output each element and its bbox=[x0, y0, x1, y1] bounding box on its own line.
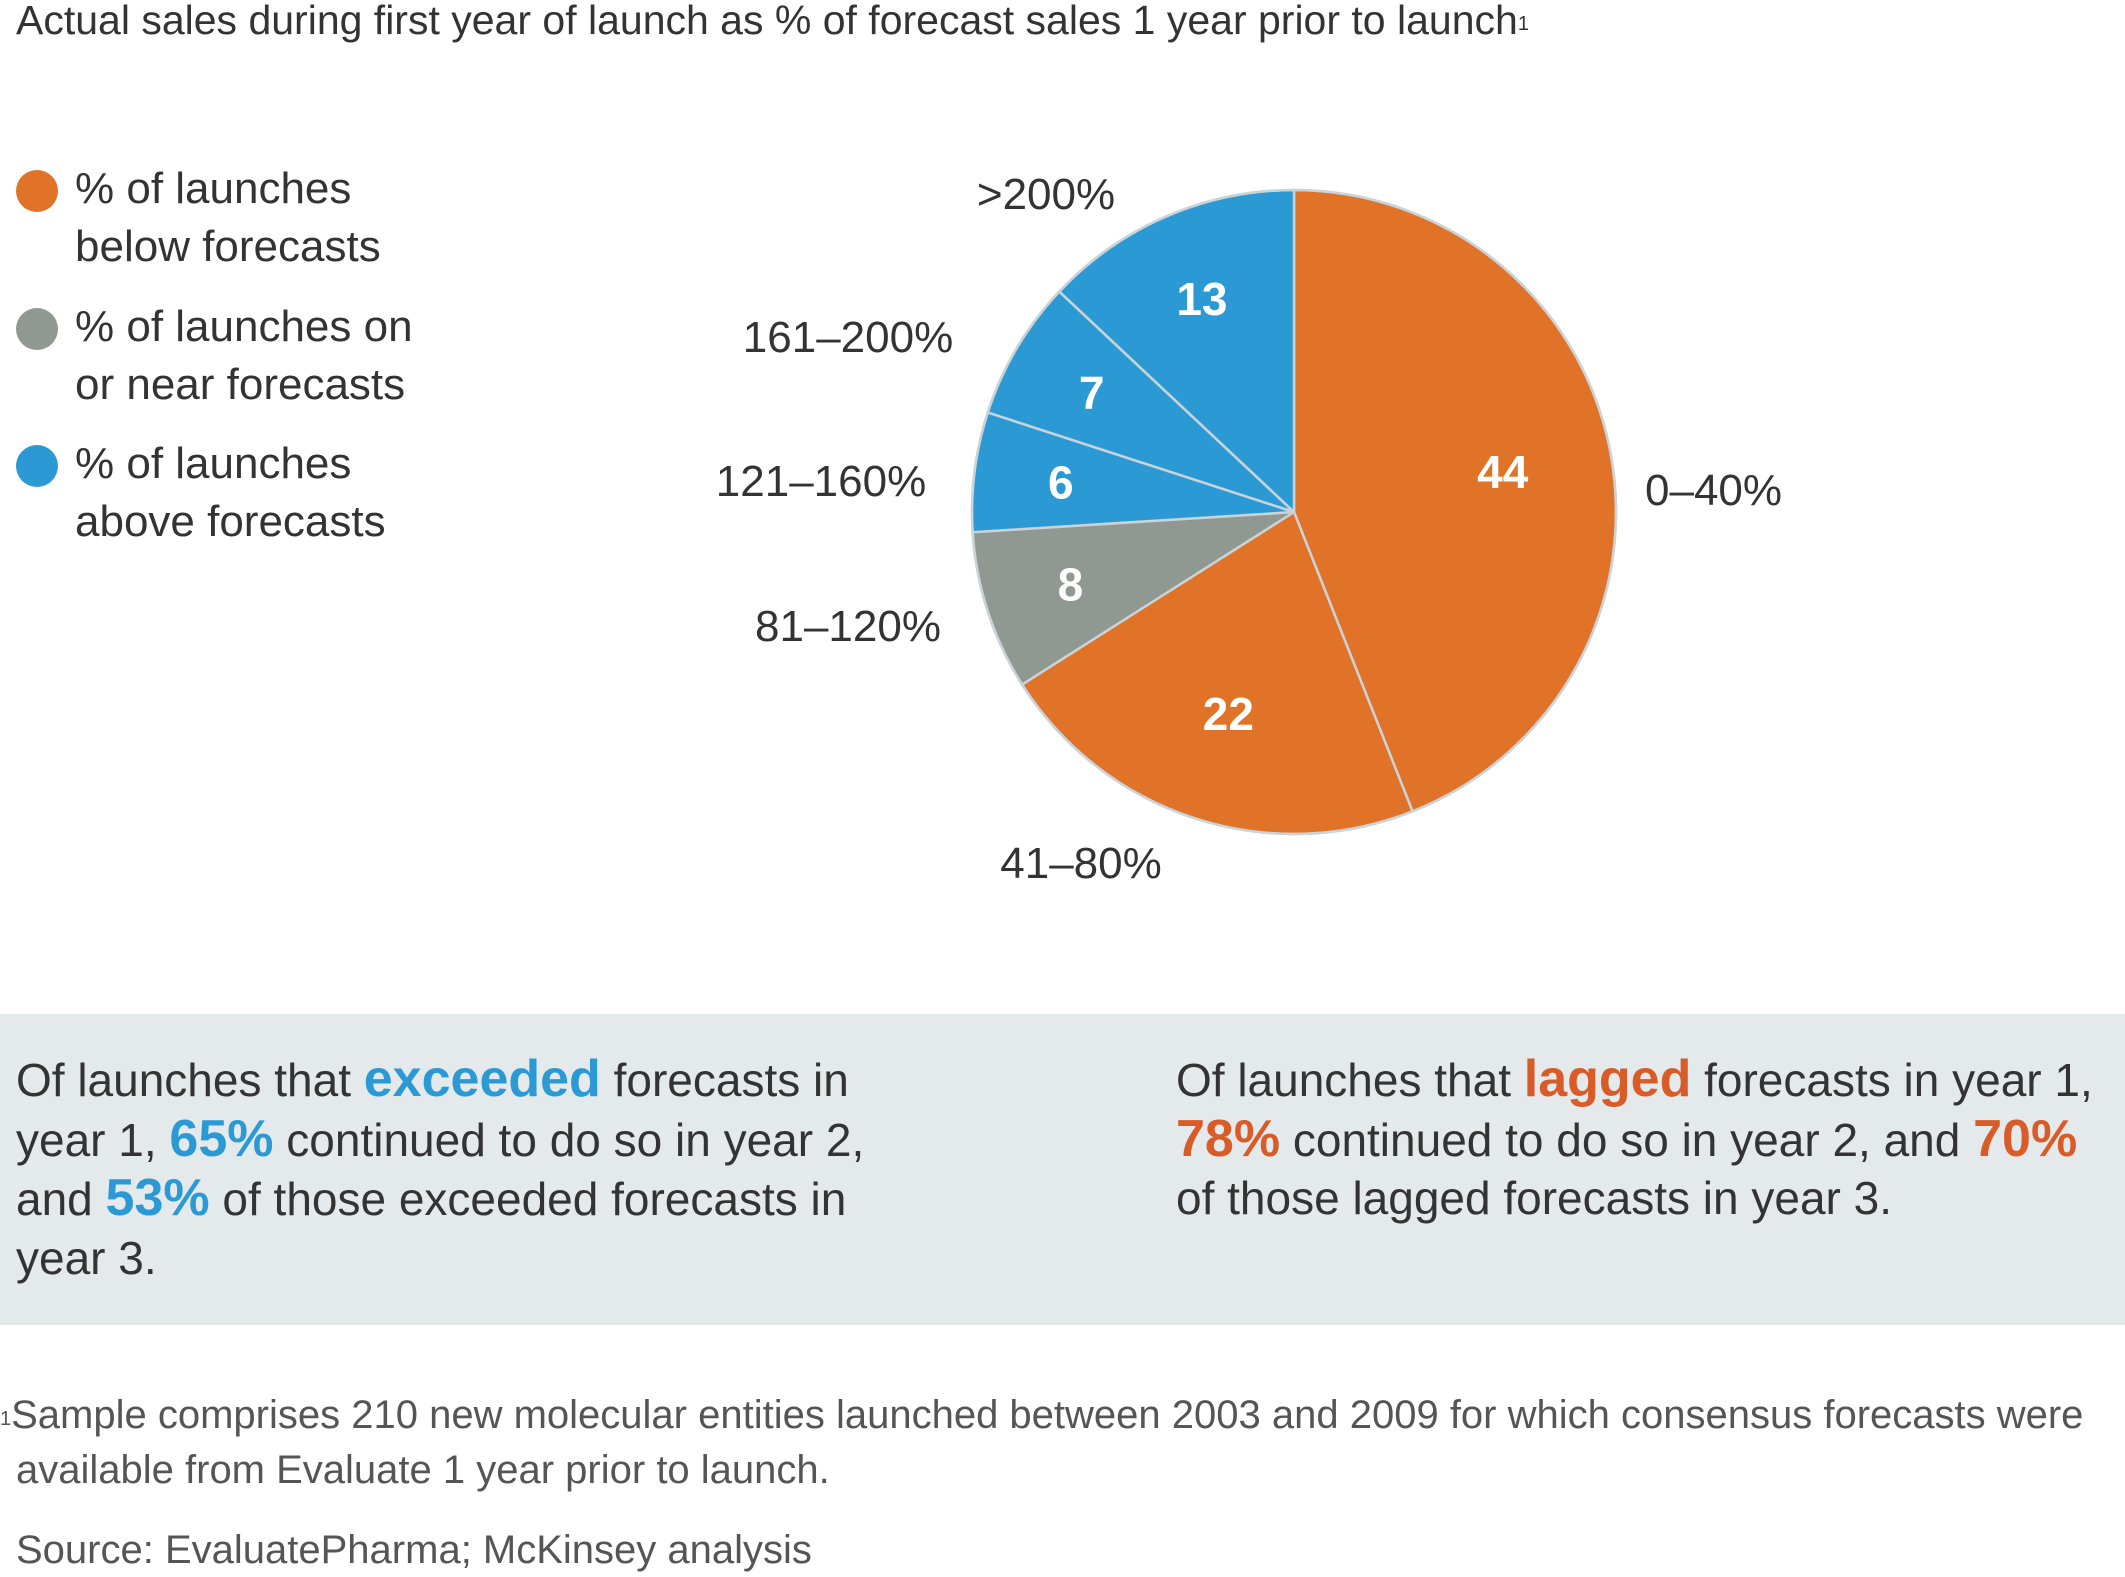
chart-title-text: Actual sales during first year of launch… bbox=[16, 0, 1518, 43]
pie-value-label: 8 bbox=[1058, 559, 1084, 611]
pie-outline bbox=[970, 188, 1618, 836]
pie-value-label: 22 bbox=[1203, 688, 1254, 740]
callout-text: forecasts in year 1, bbox=[1691, 1054, 2093, 1106]
callout-text: of those exceeded forecasts in year 3. bbox=[16, 1173, 847, 1284]
chart-title: Actual sales during first year of launch… bbox=[16, 0, 1529, 46]
callout-text: of those lagged forecasts in year 3. bbox=[1176, 1172, 1892, 1224]
legend-label-line: % of launches bbox=[75, 439, 352, 488]
callout-text: Of launches that bbox=[1176, 1054, 1524, 1106]
callout-highlight-53: 53% bbox=[105, 1169, 210, 1227]
callout-highlight-65: 65% bbox=[169, 1109, 274, 1168]
pie-value-label: 7 bbox=[1079, 366, 1105, 418]
legend-label-near: % of launches on or near forecasts bbox=[75, 298, 413, 414]
legend-label-line: % of launches bbox=[75, 164, 352, 213]
pie-category-label: 81–120% bbox=[755, 602, 941, 651]
pie-category-label: 0–40% bbox=[1645, 466, 1782, 515]
legend-label-line: above forecasts bbox=[75, 497, 386, 546]
legend-dot-below-icon bbox=[16, 170, 58, 212]
pie-category-label: 161–200% bbox=[743, 313, 953, 362]
callout-text: Of launches that bbox=[16, 1054, 364, 1106]
callout-highlight-lagged: lagged bbox=[1523, 1050, 1692, 1108]
pie-category-label: >200% bbox=[977, 170, 1115, 219]
legend-dot-near-icon bbox=[16, 308, 58, 350]
pie-value-label: 44 bbox=[1477, 446, 1529, 498]
pie-value-label: 13 bbox=[1176, 273, 1227, 325]
source-note: Source: EvaluatePharma; McKinsey analysi… bbox=[16, 1528, 812, 1572]
legend-label-line: % of launches on bbox=[75, 302, 413, 351]
footnote-marker: 1 bbox=[0, 1408, 12, 1430]
pie-category-label: 121–160% bbox=[716, 457, 926, 506]
pie-slices bbox=[970, 188, 1618, 836]
pie-chart: 44 22 8 67 13 0–40% 41–80% 81–120% 121–160% 161–… bbox=[716, 170, 1782, 888]
legend-label-line: or near forecasts bbox=[75, 360, 406, 409]
callout-lagged: Of launches that lagged forecasts in yea… bbox=[1176, 1050, 2096, 1228]
legend-label-line: below forecasts bbox=[75, 222, 381, 271]
footnote: 1Sample comprises 210 new molecular enti… bbox=[0, 1388, 2116, 1498]
callout-exceeded: Of launches that exceeded forecasts in y… bbox=[16, 1050, 916, 1287]
callout-box: Of launches that exceeded forecasts in y… bbox=[0, 1014, 2125, 1325]
callout-text: continued to do so in year 2, and bbox=[1280, 1113, 1974, 1166]
callout-text: forecasts in year 1, bbox=[16, 1054, 849, 1166]
legend-label-below: % of launches below forecasts bbox=[75, 160, 381, 276]
legend-label-above: % of launches above forecasts bbox=[75, 435, 386, 551]
callout-text: continued to do so in year 2, and bbox=[16, 1113, 865, 1226]
pie-value-labels: 44 22 8 67 13 bbox=[1048, 273, 1529, 740]
footnote-text: Sample comprises 210 new molecular entit… bbox=[11, 1393, 2084, 1492]
legend-dot-above-icon bbox=[16, 445, 58, 487]
pie-category-labels: 0–40% 41–80% 81–120% 121–160% 161–200% >200% bbox=[716, 170, 1782, 888]
title-footnote-marker: 1 bbox=[1517, 13, 1529, 35]
callout-highlight-exceeded: exceeded bbox=[363, 1050, 601, 1108]
callout-highlight-78: 78% bbox=[1176, 1109, 1281, 1168]
callout-highlight-70: 70% bbox=[1973, 1109, 2078, 1168]
pie-value-label: 6 bbox=[1048, 457, 1074, 509]
pie-category-label: 41–80% bbox=[1000, 839, 1161, 888]
